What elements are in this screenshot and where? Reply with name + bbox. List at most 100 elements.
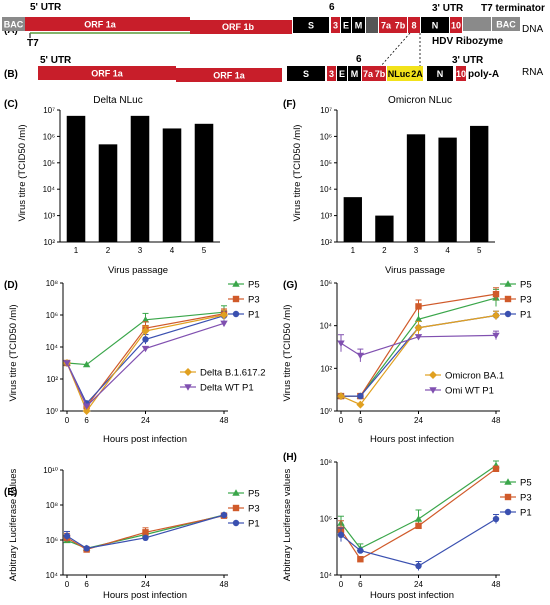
chart-d-ytick-label: 10⁰ bbox=[46, 407, 58, 416]
orf7b-box-a bbox=[393, 17, 407, 33]
zoom-line-left bbox=[379, 32, 411, 68]
six-label-b: 6 bbox=[356, 54, 362, 65]
n-box-b bbox=[427, 66, 453, 81]
panel-label-b: (B) bbox=[4, 69, 18, 80]
chart-d-point bbox=[142, 336, 149, 343]
orf1b-label-a: ORF 1b bbox=[222, 22, 255, 32]
chart-d-point bbox=[141, 316, 150, 323]
chart-e-point bbox=[83, 545, 90, 552]
chart-h-xtick-label: 6 bbox=[358, 580, 363, 589]
bac-right-box bbox=[492, 17, 520, 31]
chart-h-ytick-label: 10⁴ bbox=[320, 571, 333, 580]
nluc-box bbox=[387, 66, 411, 81]
s-label-a: S bbox=[308, 21, 314, 31]
chart-d-legend-marker bbox=[184, 384, 192, 391]
chart-e-xtick-label: 48 bbox=[220, 580, 229, 589]
chart-c-bar bbox=[98, 144, 118, 242]
chart-f-ytick-label: 10⁷ bbox=[320, 106, 332, 115]
chart-e-legend-label: P1 bbox=[248, 519, 260, 530]
chart-f-plot: 10² 10³ 10⁴ 10⁵ 10⁶ 10⁷ 1 2 3 4 5 bbox=[320, 106, 495, 255]
chart-f-ytick-label: 10⁶ bbox=[320, 132, 332, 141]
chart-c-xtick-label: 5 bbox=[202, 246, 207, 255]
chart-f-title: Omicron NLuc bbox=[388, 95, 452, 106]
chart-e-ytick-label: 10⁸ bbox=[46, 501, 58, 510]
chart-g-point bbox=[337, 392, 345, 401]
chart-c-ylabel: Virus titre (TCID50 /ml) bbox=[17, 125, 28, 222]
chart-d-point bbox=[63, 360, 71, 367]
chart-g: (G) 10⁰ 10² 10⁴ 10⁶ 0 6 24 48 P5 P3 P1 Omicron BA.1… bbox=[282, 279, 532, 445]
chart-d-xtick-label: 24 bbox=[141, 416, 150, 425]
orf10-label-b: 10 bbox=[456, 69, 466, 79]
chart-d-point bbox=[141, 345, 150, 353]
chart-h-legend-marker bbox=[504, 508, 512, 516]
orf7b-box-b bbox=[374, 66, 386, 81]
n-label-b: N bbox=[437, 69, 444, 79]
chart-f-bar bbox=[375, 215, 394, 242]
chart-d-legend-label: Delta B.1.617.2 bbox=[200, 368, 266, 379]
chart-e-series-line bbox=[66, 514, 225, 549]
orf1a-label-a: ORF 1a bbox=[84, 20, 117, 30]
chart-d-legend-marker bbox=[232, 295, 240, 303]
orf7a-label-a: 7a bbox=[381, 21, 392, 31]
chart-e-point bbox=[220, 511, 228, 519]
bac-left-box bbox=[2, 17, 25, 31]
p2a-label: 2A bbox=[411, 69, 423, 79]
chart-e-point bbox=[63, 532, 71, 540]
chart-h-ytick-label: 10⁸ bbox=[320, 458, 332, 467]
chart-g-legend-label: P5 bbox=[520, 280, 532, 291]
chart-g-ytick-label: 10² bbox=[320, 364, 332, 373]
chart-f-xtick-label: 2 bbox=[382, 246, 387, 255]
chart-e-ytick-label: 10⁴ bbox=[46, 571, 59, 580]
n-box-a bbox=[421, 17, 449, 33]
chart-c-ytick-label: 10⁶ bbox=[43, 132, 55, 141]
orf3-label-b: 3 bbox=[329, 69, 334, 79]
chart-f-ytick-label: 10² bbox=[320, 238, 332, 247]
chart-g-ytick-label: 10⁴ bbox=[320, 322, 333, 331]
m-label-a: M bbox=[355, 21, 363, 31]
chart-g-series-line bbox=[340, 334, 497, 357]
chart-h-point bbox=[337, 531, 345, 539]
utr5-label-b: 5' UTR bbox=[40, 55, 72, 66]
chart-c-xtick-label: 1 bbox=[74, 246, 79, 255]
chart-g-point bbox=[415, 303, 422, 310]
chart-g-xtick-label: 24 bbox=[414, 416, 423, 425]
panel-label-h: (H) bbox=[283, 452, 297, 463]
chart-h-ytick-label: 10⁶ bbox=[320, 515, 332, 524]
chart-e: (E) 10⁴ 10⁶ 10⁸ 10¹⁰ 0 6 24 48 P5 P3 P1 Arbitrary … bbox=[4, 466, 260, 601]
chart-d: (D) 10⁰ 10² 10⁴ 10⁶ 10⁸ 0 6 24 48 P5 P3 P1 Delta B.1… bbox=[4, 279, 266, 445]
orf3-box-b bbox=[327, 66, 336, 81]
chart-e-xtick-label: 24 bbox=[141, 580, 150, 589]
chart-d-legend-marker bbox=[232, 280, 240, 287]
orf7a-label-b: 7a bbox=[363, 69, 374, 79]
chart-g-ytick-label: 10⁶ bbox=[320, 279, 332, 288]
chart-h-plot: 10⁴ 10⁶ 10⁸ 0 6 24 48 P5 P3 P1 bbox=[320, 458, 532, 589]
e-box-b bbox=[337, 66, 347, 81]
chart-g-point bbox=[357, 392, 364, 400]
chart-h-point bbox=[415, 562, 422, 570]
e-label-a: E bbox=[343, 21, 349, 31]
chart-h-point bbox=[357, 556, 364, 563]
chart-d-point bbox=[141, 327, 150, 335]
chart-g-legend-marker bbox=[429, 387, 437, 394]
chart-d-point bbox=[82, 403, 91, 410]
chart-e-ytick-label: 10¹⁰ bbox=[43, 466, 58, 475]
chart-g-legend-marker bbox=[504, 295, 512, 303]
panel-label-d: (D) bbox=[4, 280, 18, 291]
bac-right-label: BAC bbox=[496, 20, 516, 30]
chart-g-ytick-label: 10⁰ bbox=[320, 407, 332, 416]
orf3-box-a bbox=[331, 17, 340, 33]
chart-g-point bbox=[356, 400, 365, 409]
chart-d-xtick-label: 48 bbox=[220, 416, 229, 425]
bac-left-label: BAC bbox=[4, 20, 24, 30]
chart-d-ylabel: Virus titre (TCID50 /ml) bbox=[8, 305, 19, 402]
e-box-a bbox=[341, 17, 351, 33]
m-box-a bbox=[352, 17, 365, 33]
chart-f-xtick-label: 4 bbox=[445, 246, 450, 255]
nluc-label: NLuc bbox=[388, 69, 411, 79]
chart-g-xtick-label: 48 bbox=[492, 416, 501, 425]
chart-d-ytick-label: 10⁸ bbox=[46, 279, 58, 288]
chart-g-point bbox=[356, 352, 365, 360]
chart-g-point bbox=[414, 323, 423, 332]
orf7a-box-a bbox=[379, 17, 393, 33]
chart-e-legend-marker bbox=[232, 489, 240, 496]
